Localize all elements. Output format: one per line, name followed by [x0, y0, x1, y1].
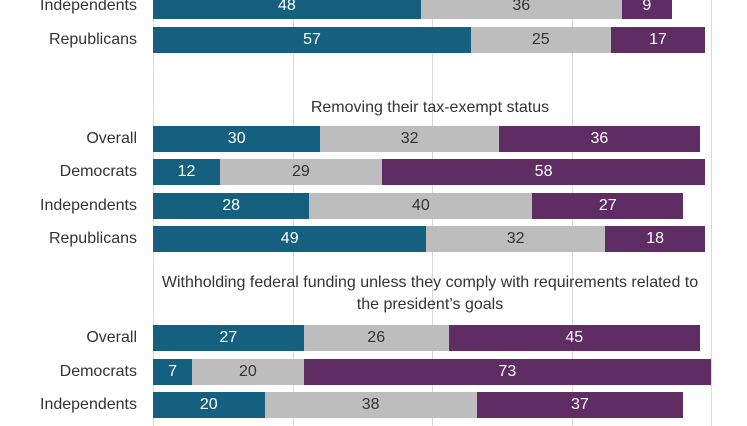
- bar-segment-support: 30: [153, 126, 321, 152]
- bar-segment-neutral: 20: [192, 359, 304, 385]
- row-label: Overall: [86, 329, 137, 346]
- row-label: Independents: [40, 0, 137, 14]
- bar-segment-neutral: 36: [420, 0, 622, 19]
- bar-segment-support: 20: [153, 392, 265, 418]
- group-title: Withholding federal funding unless they …: [161, 274, 699, 313]
- bar-segment-neutral: 38: [264, 392, 477, 418]
- row-label: Democrats: [59, 163, 137, 180]
- bar-segment-support: 28: [153, 193, 310, 219]
- row-label: Overall: [86, 130, 137, 147]
- bar-segment-neutral: 32: [426, 226, 605, 252]
- bar-segment-oppose: 9: [621, 0, 672, 19]
- bar-segment-support: 49: [153, 226, 427, 252]
- row-label: Republicans: [48, 230, 137, 247]
- bar-segment-support: 27: [153, 325, 304, 351]
- row-label: Independents: [40, 396, 137, 413]
- bar-segment-support: 57: [153, 27, 472, 53]
- bar-segment-oppose: 58: [381, 159, 706, 185]
- gridline-grid-100: [711, 0, 712, 426]
- bar-segment-neutral: 40: [309, 193, 533, 219]
- bar-segment-support: 7: [153, 359, 193, 385]
- bar-segment-neutral: 25: [471, 27, 611, 53]
- bar-segment-oppose: 36: [498, 126, 700, 152]
- bar-segment-oppose: 27: [532, 193, 684, 219]
- bar-segment-neutral: 32: [320, 126, 499, 152]
- bar-segment-neutral: 26: [303, 325, 449, 351]
- bar-segment-support: 48: [153, 0, 421, 19]
- bar-segment-support: 12: [153, 159, 220, 185]
- bar-segment-oppose: 18: [604, 226, 706, 252]
- row-label: Republicans: [48, 31, 137, 48]
- row-label: Democrats: [59, 363, 137, 380]
- group-title: Removing their tax-exempt status: [310, 99, 550, 116]
- bar-segment-oppose: 17: [610, 27, 706, 53]
- bar-segment-oppose: 73: [303, 359, 711, 385]
- bar-segment-oppose: 37: [476, 392, 684, 418]
- bar-segment-neutral: 29: [219, 159, 382, 185]
- row-label: Independents: [40, 197, 137, 214]
- bar-segment-oppose: 45: [448, 325, 700, 351]
